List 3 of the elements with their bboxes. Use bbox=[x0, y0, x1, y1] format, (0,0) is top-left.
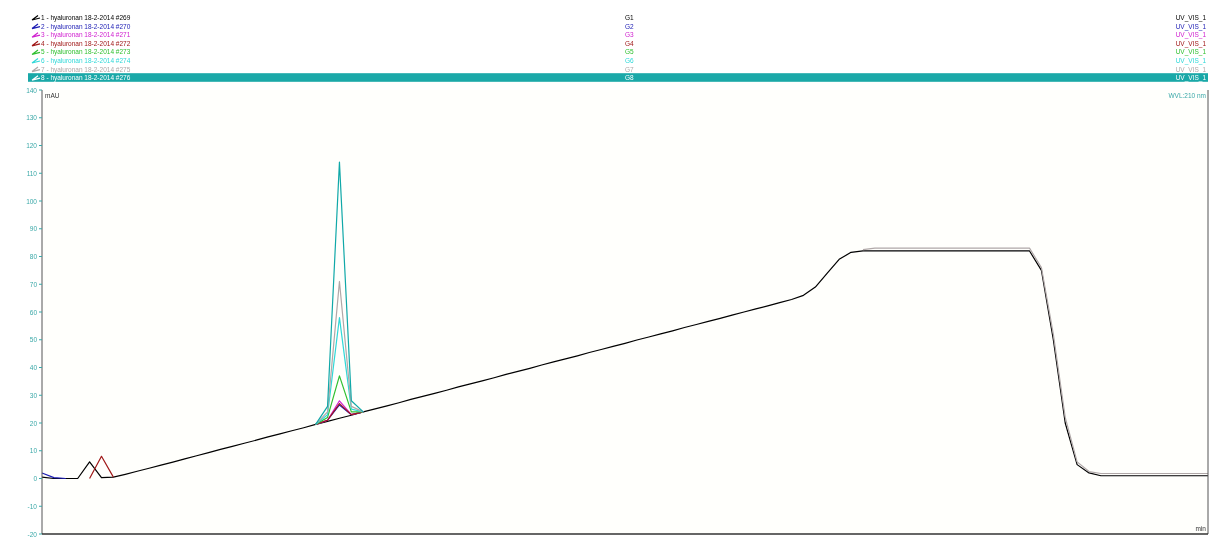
line-series bbox=[315, 161, 364, 425]
line-series bbox=[315, 316, 364, 425]
line-series bbox=[41, 250, 1209, 480]
